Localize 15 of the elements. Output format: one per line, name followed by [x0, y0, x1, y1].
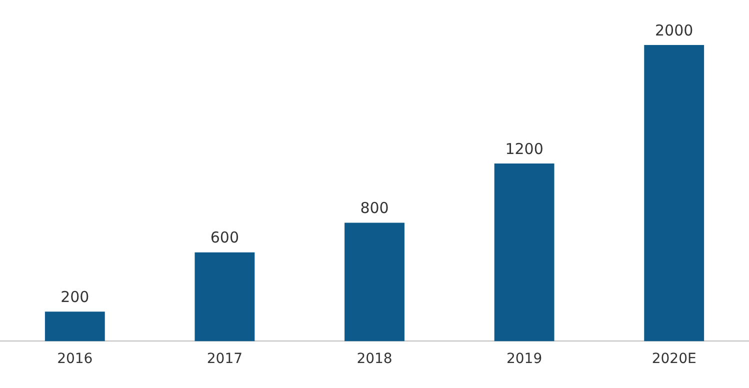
bar	[44, 312, 105, 342]
x-tick-label: 2016	[57, 351, 93, 368]
x-tick-label: 2019	[506, 351, 542, 368]
x-tick-label: 2017	[206, 351, 243, 368]
data-label: 600	[210, 228, 240, 247]
bar	[194, 252, 255, 342]
bar	[644, 45, 704, 342]
data-label: 200	[60, 288, 90, 306]
bar	[494, 163, 554, 342]
bar	[344, 222, 404, 342]
data-label: 1200	[505, 140, 544, 158]
x-tick-label: 2018	[356, 351, 392, 368]
data-label: 2000	[655, 21, 694, 40]
data-label: 800	[360, 199, 389, 218]
x-tick-label: 2020E	[652, 351, 696, 368]
